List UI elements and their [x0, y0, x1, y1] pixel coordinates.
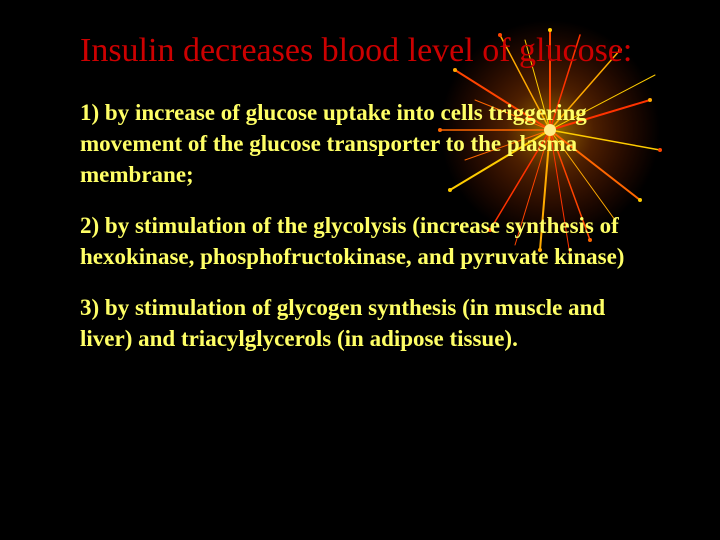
slide-content: Insulin decreases blood level of glucose…	[0, 0, 720, 404]
slide-point-2: 2) by stimulation of the glycolysis (inc…	[80, 210, 660, 272]
slide-point-3: 3) by stimulation of glycogen synthesis …	[80, 292, 660, 354]
slide-title: Insulin decreases blood level of glucose…	[80, 30, 660, 73]
slide-point-1: 1) by increase of glucose uptake into ce…	[80, 97, 660, 190]
